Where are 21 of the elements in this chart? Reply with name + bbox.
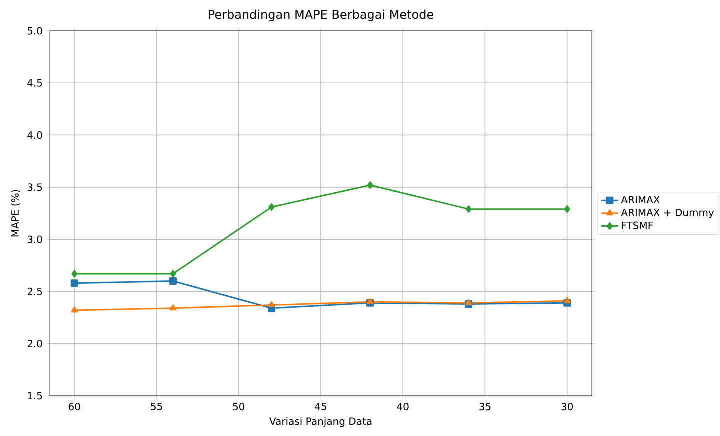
x-axis-title: Variasi Panjang Data (270, 417, 372, 428)
y-tick-label: 5.0 (28, 27, 42, 35)
x-tick-label: 50 (233, 403, 245, 411)
x-tick-label: 45 (315, 403, 326, 410)
x-tick-label: 35 (480, 403, 491, 411)
y-tick-label: 4.0 (28, 131, 42, 140)
legend-label: FTSMF (622, 222, 654, 230)
legend-label: ARIMAX + Dummy (621, 209, 714, 218)
x-tick-label: 40 (397, 403, 409, 411)
x-tick-label: 30 (562, 403, 574, 411)
x-tick-label: 55 (151, 403, 162, 410)
y-tick-label: 4.5 (28, 79, 42, 87)
y-tick-label: 3.0 (28, 236, 42, 244)
y-tick-label: 2.5 (28, 288, 42, 296)
y-tick-label: 3.5 (28, 184, 42, 192)
x-tick-label: 60 (68, 403, 80, 411)
y-tick-label: 2.0 (28, 340, 42, 348)
legend-label: ARIMAX (621, 196, 660, 204)
chart-title: Perbandingan MAPE Berbagai Metode (209, 10, 434, 22)
y-tick-label: 1.5 (28, 392, 42, 400)
y-axis-title: MAPE (%) (11, 190, 20, 237)
